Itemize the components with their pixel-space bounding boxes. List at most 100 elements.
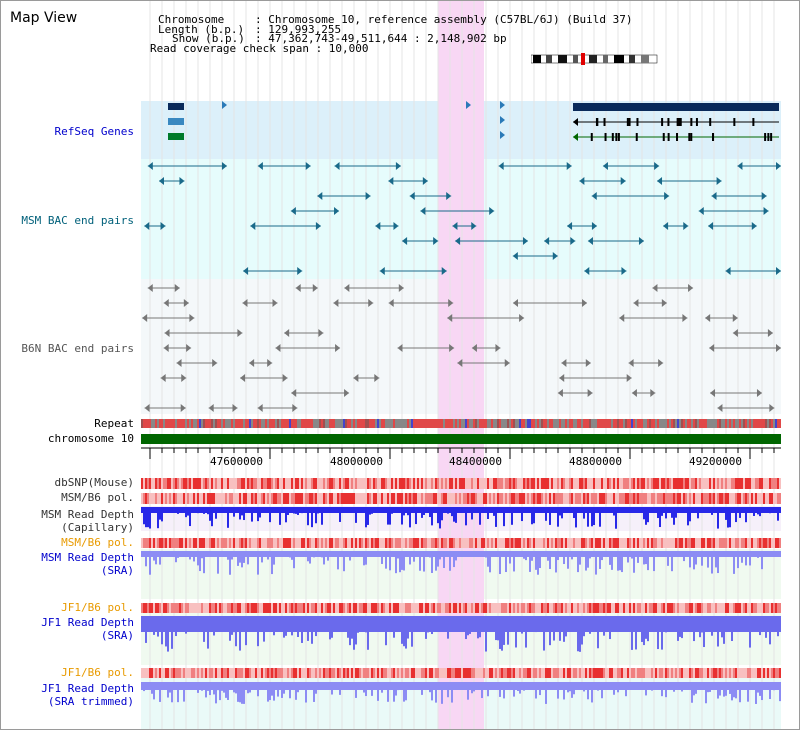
jf1-depth-sra-bar — [603, 632, 605, 636]
msm-b6-pol-strip — [423, 538, 425, 548]
jf1-b6-pol-strip — [755, 668, 757, 678]
repeat-element — [721, 419, 723, 428]
repeat-element — [145, 419, 147, 428]
dbsnp-strip — [299, 478, 301, 489]
repeat-element — [395, 419, 397, 428]
msm-b6-pol-strip — [547, 538, 549, 548]
jf1-b6-pol-strip — [739, 668, 741, 678]
msm-b6-pol-strip — [319, 538, 321, 548]
msm-depth-cap-bar — [369, 513, 371, 515]
jf1-depth-trim-bar — [583, 690, 585, 692]
msm-depth-cap-bar — [643, 513, 645, 520]
dbsnp-strip — [179, 478, 181, 489]
jf1-b6-pol-strip — [705, 603, 707, 613]
msm-b6-pol-strip — [307, 538, 309, 548]
jf1-b6-pol-strip — [547, 668, 549, 678]
msm-depth-sra-bar — [647, 557, 649, 571]
jf1-b6-pol-strip — [319, 603, 321, 613]
dbsnp-strip — [685, 478, 687, 489]
track-label-b6n-bac: B6N BAC end pairs — [21, 342, 134, 355]
jf1-b6-pol-strip — [411, 668, 413, 678]
msm-b6-pol-strip — [429, 538, 431, 548]
msm-bac-pair — [250, 222, 256, 230]
dbsnp-strip — [701, 478, 703, 489]
jf1-depth-trim-bar — [759, 690, 761, 696]
jf1-b6-pol-strip — [225, 668, 227, 678]
msm-b6-pol-strip — [201, 538, 203, 548]
repeat-element — [367, 419, 369, 428]
dbsnp-strip — [689, 478, 691, 489]
jf1-b6-pol-strip — [301, 668, 303, 678]
msm-b6-pol-strip — [773, 493, 775, 504]
jf1-b6-pol-strip — [681, 668, 683, 678]
jf1-b6-pol-strip — [779, 603, 781, 613]
jf1-depth-trim-bar — [723, 690, 725, 697]
msm-b6-pol-strip — [185, 538, 187, 548]
msm-b6-pol-strip — [359, 538, 361, 548]
jf1-b6-pol-strip — [623, 668, 625, 678]
msm-b6-pol-strip — [181, 493, 183, 504]
msm-depth-cap-bar — [661, 513, 663, 516]
msm-b6-pol-strip — [409, 538, 411, 548]
msm-b6-pol-strip — [541, 493, 543, 504]
dbsnp-strip — [465, 478, 467, 489]
msm-depth-cap-bar — [675, 513, 677, 518]
jf1-depth-trim-bar — [451, 690, 453, 703]
jf1-b6-pol-strip — [631, 668, 633, 678]
jf1-b6-pol-strip — [443, 603, 445, 613]
jf1-b6-pol-strip — [689, 668, 691, 678]
msm-b6-pol-strip — [777, 538, 779, 548]
repeat-element — [649, 419, 651, 428]
msm-b6-pol-strip — [179, 538, 181, 548]
repeat-element — [251, 419, 253, 428]
jf1-b6-pol-strip — [491, 668, 493, 678]
jf1-b6-pol-strip — [775, 603, 777, 613]
repeat-element — [543, 419, 545, 428]
gene-arrow — [168, 133, 172, 140]
msm-b6-pol-strip — [155, 493, 157, 504]
msm-b6-pol-strip — [715, 538, 717, 548]
msm-b6-pol-strip — [205, 538, 207, 548]
repeat-element — [447, 419, 449, 428]
msm-depth-cap-bar — [455, 513, 457, 523]
msm-b6-pol-strip — [333, 493, 335, 504]
msm-bac-pair — [221, 162, 227, 170]
msm-b6-pol-strip — [459, 538, 461, 548]
msm-b6-pol-strip — [387, 493, 389, 504]
jf1-b6-pol-strip — [473, 603, 475, 613]
dbsnp-strip — [677, 478, 679, 489]
repeat-element — [535, 419, 537, 428]
msm-b6-pol-strip — [433, 493, 435, 504]
msm-b6-pol-strip — [269, 493, 271, 504]
msm-b6-pol-strip — [341, 493, 343, 504]
msm-b6-pol-strip — [293, 493, 295, 504]
repeat-element — [175, 419, 177, 428]
repeat-element — [651, 419, 653, 428]
msm-b6-pol-strip — [751, 538, 753, 548]
jf1-b6-pol-strip — [485, 668, 487, 678]
jf1-b6-pol-strip — [693, 603, 695, 613]
msm-b6-pol-strip — [771, 538, 773, 548]
jf1-depth-trim-bar — [441, 690, 443, 704]
msm-b6-pol-strip — [545, 538, 547, 548]
jf1-b6-pol-strip — [707, 603, 709, 613]
dbsnp-strip — [351, 478, 353, 489]
repeat-element — [219, 419, 221, 428]
jf1-b6-pol-strip — [521, 668, 523, 678]
msm-b6-pol-strip — [545, 493, 547, 504]
chromosome-ideogram[interactable] — [531, 53, 661, 65]
msm-depth-cap-bar — [657, 513, 659, 519]
msm-depth-sra-bar — [293, 557, 295, 569]
repeat-element — [329, 419, 331, 428]
dbsnp-strip — [451, 478, 453, 489]
repeat-element — [515, 419, 517, 428]
msm-b6-pol-strip — [329, 493, 331, 504]
jf1-b6-pol-strip — [557, 668, 559, 678]
msm-depth-sra-bar — [549, 557, 551, 570]
dbsnp-strip — [209, 478, 211, 489]
msm-depth-cap-bar — [575, 513, 577, 528]
repeat-element — [583, 419, 585, 428]
jf1-b6-pol-strip — [263, 668, 265, 678]
msm-depth-sra-bar — [523, 557, 525, 559]
